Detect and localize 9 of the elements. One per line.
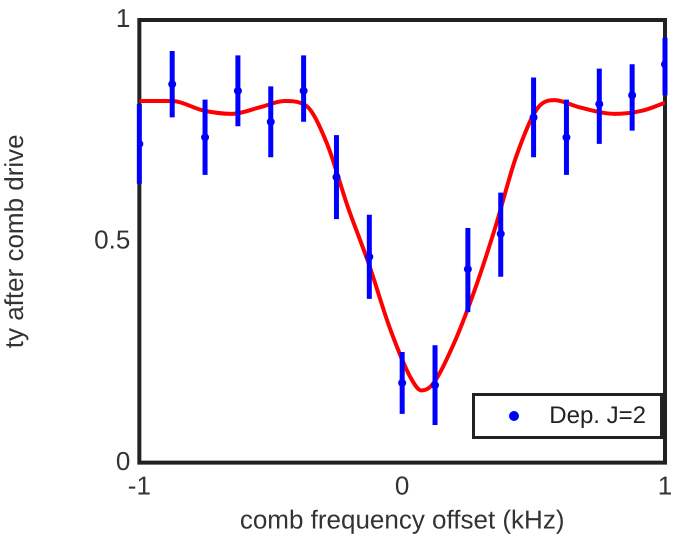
x-tick-label: 0 <box>394 470 410 500</box>
x-tick-label: -1 <box>128 470 151 500</box>
legend-label: Dep. J=2 <box>549 402 646 430</box>
x-axis-title: comb frequency offset (kHz) <box>240 504 564 535</box>
y-tick-label: 0 <box>116 446 130 476</box>
y-tick-label: 0.5 <box>94 224 130 254</box>
x-tick-label: 1 <box>658 470 672 500</box>
y-tick-label: 1 <box>116 3 130 34</box>
y-axis-title: ty after comb drive <box>0 134 29 348</box>
